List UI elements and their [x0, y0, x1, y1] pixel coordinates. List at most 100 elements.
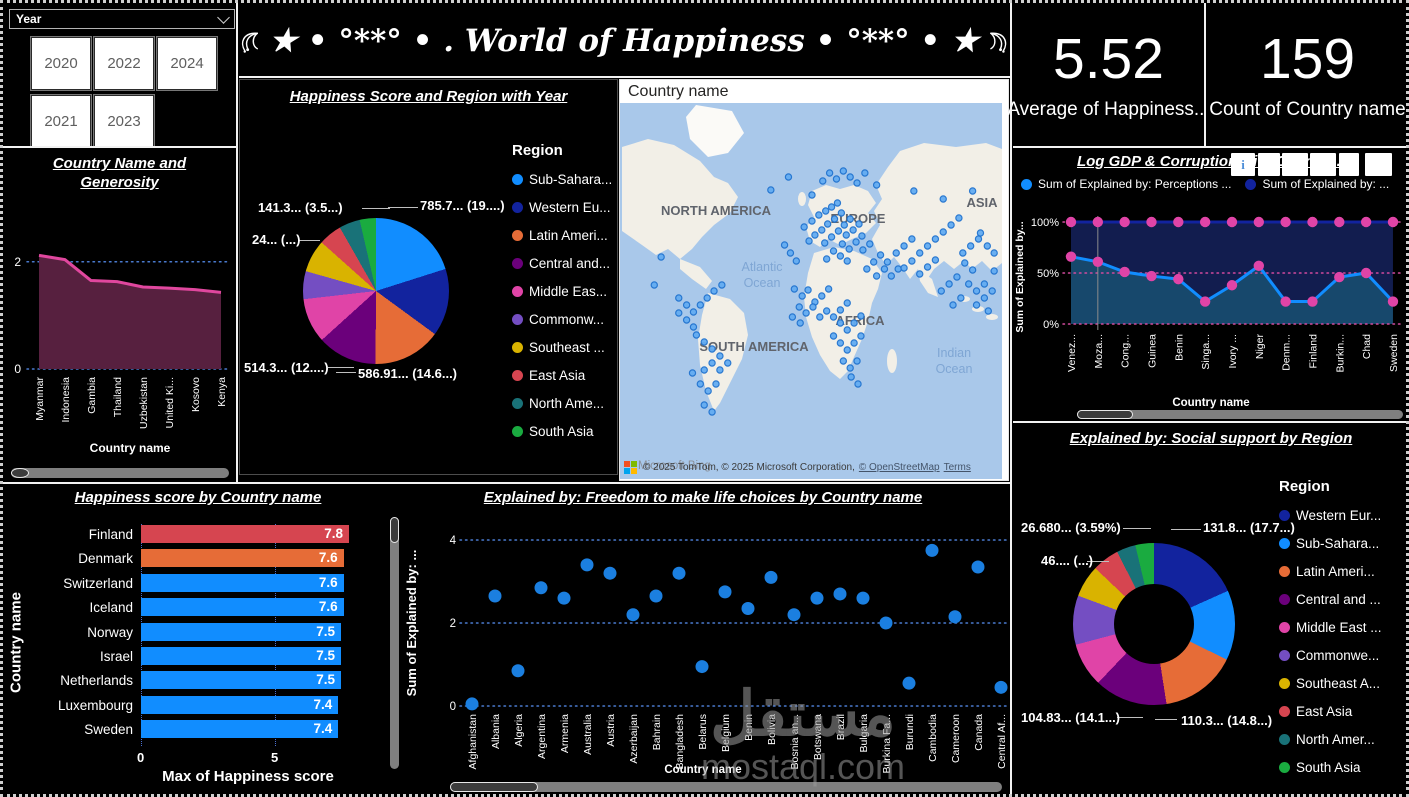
pie-chart-panel: Happiness Score and Region with Year Reg…: [239, 79, 618, 475]
visual-header-button[interactable]: [1258, 153, 1280, 176]
legend-dot-icon: [512, 341, 523, 353]
bar[interactable]: 7.5: [141, 647, 341, 665]
legend-label: Middle Eas...: [529, 283, 608, 299]
legend-label: Southeast A...: [1296, 675, 1381, 691]
bar[interactable]: 7.8: [141, 525, 349, 543]
legend-item[interactable]: Sub-Sahara...: [512, 165, 612, 193]
visual-header-info-button[interactable]: i: [1231, 153, 1255, 176]
h-scrollbar-thumb[interactable]: [11, 468, 29, 478]
legend-dot-icon: [1279, 537, 1290, 549]
svg-text:Brazil: Brazil: [835, 714, 847, 740]
v-scrollbar-thumb[interactable]: [390, 517, 399, 543]
legend-label: Western Eur...: [1296, 507, 1382, 523]
bar-category-label: Netherlands: [60, 673, 133, 689]
legend-dot-icon: [1279, 677, 1290, 689]
table-row: Sweden 7.4: [3, 719, 393, 743]
terms-link[interactable]: Terms: [943, 462, 971, 473]
legend-item[interactable]: North Ame...: [512, 389, 612, 417]
bar[interactable]: 7.4: [141, 720, 339, 739]
visual-header-button[interactable]: [1282, 153, 1308, 176]
h-scrollbar-thumb[interactable]: [1077, 410, 1133, 419]
donut-chart[interactable]: [1073, 543, 1235, 705]
kpi-label: Count of Country name: [1209, 99, 1406, 120]
legend-item[interactable]: Western Eur...: [1279, 501, 1382, 529]
openstreetmap-link[interactable]: © OpenStreetMap: [858, 462, 940, 473]
separator: [3, 482, 1012, 484]
bar[interactable]: 7.5: [141, 671, 341, 690]
year-button-2023[interactable]: 2023: [94, 95, 154, 148]
h-scrollbar-thumb[interactable]: [450, 782, 538, 792]
svg-text:Austria: Austria: [605, 714, 617, 747]
h-scrollbar[interactable]: [450, 782, 1002, 792]
legend-item[interactable]: East Asia: [512, 361, 612, 389]
bar-value-label: 7.4: [313, 696, 333, 712]
svg-text:Thailand: Thailand: [112, 377, 124, 417]
legend-item[interactable]: East Asia: [1279, 697, 1382, 725]
year-filter-panel: Year 2020 2022 2024 2021 2023: [9, 9, 235, 148]
svg-text:Guinea: Guinea: [1146, 334, 1158, 368]
legend-dot-icon: [512, 229, 523, 241]
legend-item[interactable]: Sub-Sahara...: [1279, 529, 1382, 557]
year-button-2022[interactable]: 2022: [94, 37, 154, 90]
year-button-2021[interactable]: 2021: [31, 95, 91, 148]
svg-text:NORTH AMERICA: NORTH AMERICA: [661, 203, 772, 218]
loggdp-legend: Sum of Explained by: Perceptions ... Sum …: [1021, 177, 1406, 191]
legend-item[interactable]: Latin Ameri...: [512, 221, 612, 249]
legend-item[interactable]: South Asia: [1279, 753, 1382, 781]
svg-text:Bahrain: Bahrain: [651, 714, 663, 750]
bar[interactable]: 7.5: [141, 622, 341, 641]
legend-dot-icon: [1279, 621, 1290, 633]
table-row: Norway 7.5: [3, 622, 393, 646]
legend-label: Commonw...: [529, 311, 605, 327]
legend-item[interactable]: South Asia: [512, 417, 612, 445]
legend-item[interactable]: Central and...: [512, 249, 612, 277]
scatter-chart[interactable]: 4 2 0 Sum of Explained by: ... Afghanistan Al…: [394, 510, 1012, 778]
legend-item[interactable]: Middle Eas...: [512, 277, 612, 305]
flourish-left-icon: [241, 32, 258, 53]
loggdp-line-chart[interactable]: 100% 50% 0% Sum of Explained by... Venez... M…: [1013, 202, 1409, 398]
bar[interactable]: 7.4: [141, 695, 339, 714]
legend-label: Sub-Sahara...: [1296, 535, 1380, 551]
legend-dot-icon: [512, 369, 523, 381]
bar[interactable]: 7.6: [141, 573, 344, 592]
legend-item[interactable]: Western Eu...: [512, 193, 612, 221]
legend-item[interactable]: Middle East ...: [1279, 613, 1382, 641]
year-button-2020[interactable]: 2020: [31, 37, 91, 90]
visual-header-button[interactable]: [1310, 153, 1336, 176]
visual-header-button[interactable]: [1339, 153, 1359, 176]
visual-header-button[interactable]: [1365, 153, 1392, 176]
v-scrollbar[interactable]: [390, 517, 399, 769]
legend-item[interactable]: Commonwe...: [1279, 641, 1382, 669]
legend-dot-icon: [512, 285, 523, 297]
legend-item[interactable]: Southeast ...: [512, 333, 612, 361]
legend-item[interactable]: North Amer...: [1279, 725, 1382, 753]
x-tick: 5: [271, 750, 279, 765]
legend-item[interactable]: Commonw...: [512, 305, 612, 333]
h-scrollbar[interactable]: [11, 468, 229, 478]
table-row: Iceland 7.6: [3, 597, 393, 621]
legend-item[interactable]: Central and ...: [1279, 585, 1382, 613]
bar-category-label: Denmark: [78, 551, 133, 567]
legend-item[interactable]: Sum of Explained by: Perceptions ...: [1021, 177, 1231, 191]
legend-item[interactable]: Sum of Explained by: ...: [1245, 177, 1389, 191]
legend-item[interactable]: Southeast A...: [1279, 669, 1382, 697]
pie-chart[interactable]: [303, 218, 449, 364]
data-label: 110.3... (14.8...): [1181, 713, 1273, 728]
bar[interactable]: 7.6: [141, 598, 344, 617]
data-label: 785.7... (19....): [420, 198, 505, 213]
bar-category-label: Finland: [88, 527, 133, 542]
bar[interactable]: 7.6: [141, 549, 344, 568]
year-button-2024[interactable]: 2024: [157, 37, 217, 90]
legend-label: Sub-Sahara...: [529, 171, 613, 187]
legend-dot-icon: [1279, 593, 1290, 605]
kpi-average-happiness: 5.52 Average of Happiness...: [1007, 3, 1210, 147]
legend-label: South Asia: [1296, 759, 1361, 775]
year-dropdown[interactable]: Year: [9, 9, 235, 29]
h-scrollbar[interactable]: [1077, 410, 1403, 419]
attribution-text: © 2025 TomTom, © 2025 Microsoft Corporat…: [643, 462, 855, 473]
legend-item[interactable]: Latin Ameri...: [1279, 557, 1382, 585]
data-label: 104.83... (14.1...): [1021, 710, 1121, 725]
generosity-area-chart[interactable]: 2 0 Myanmar Indonesia Gambia Thailand Uzbekist…: [3, 198, 236, 460]
svg-text:Moza...: Moza...: [1093, 334, 1105, 368]
